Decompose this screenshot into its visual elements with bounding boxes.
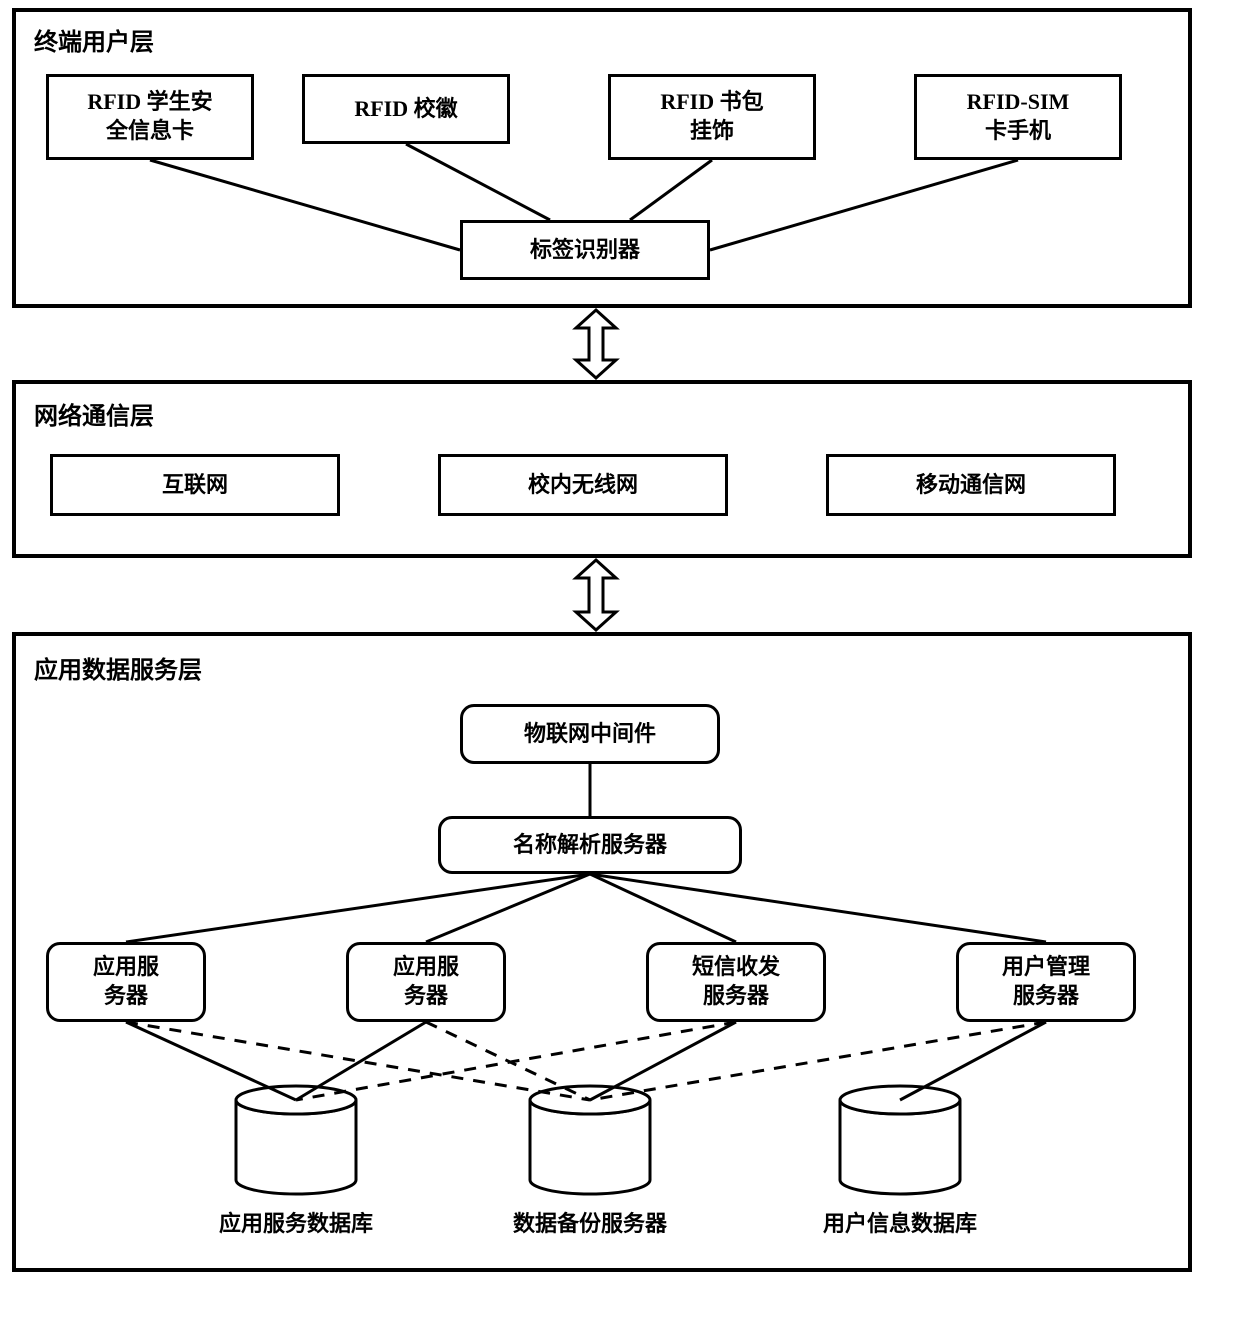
node-name-resolver: 名称解析服务器 (438, 816, 742, 874)
node-sms-server: 短信收发服务器 (646, 942, 826, 1022)
node-campus-wireless: 校内无线网 (438, 454, 728, 516)
label-data-backup-server: 数据备份服务器 (480, 1206, 700, 1238)
layer-app-title: 应用数据服务层 (34, 650, 202, 685)
node-rfid-bag-ornament: RFID 书包挂饰 (608, 74, 816, 160)
node-internet: 互联网 (50, 454, 340, 516)
label-user-info-db: 用户信息数据库 (790, 1206, 1010, 1238)
layer-network-title: 网络通信层 (34, 396, 154, 431)
node-user-mgmt-server: 用户管理服务器 (956, 942, 1136, 1022)
node-app-server-2: 应用服务器 (346, 942, 506, 1022)
node-rfid-sim-phone: RFID-SIM卡手机 (914, 74, 1122, 160)
node-mobile-network: 移动通信网 (826, 454, 1116, 516)
label-app-service-db: 应用服务数据库 (186, 1206, 406, 1238)
node-rfid-student-card: RFID 学生安全信息卡 (46, 74, 254, 160)
node-rfid-school-badge: RFID 校徽 (302, 74, 510, 144)
node-tag-reader: 标签识别器 (460, 220, 710, 280)
node-iot-middleware: 物联网中间件 (460, 704, 720, 764)
node-app-server-1: 应用服务器 (46, 942, 206, 1022)
layer-terminal-title: 终端用户层 (34, 22, 154, 57)
